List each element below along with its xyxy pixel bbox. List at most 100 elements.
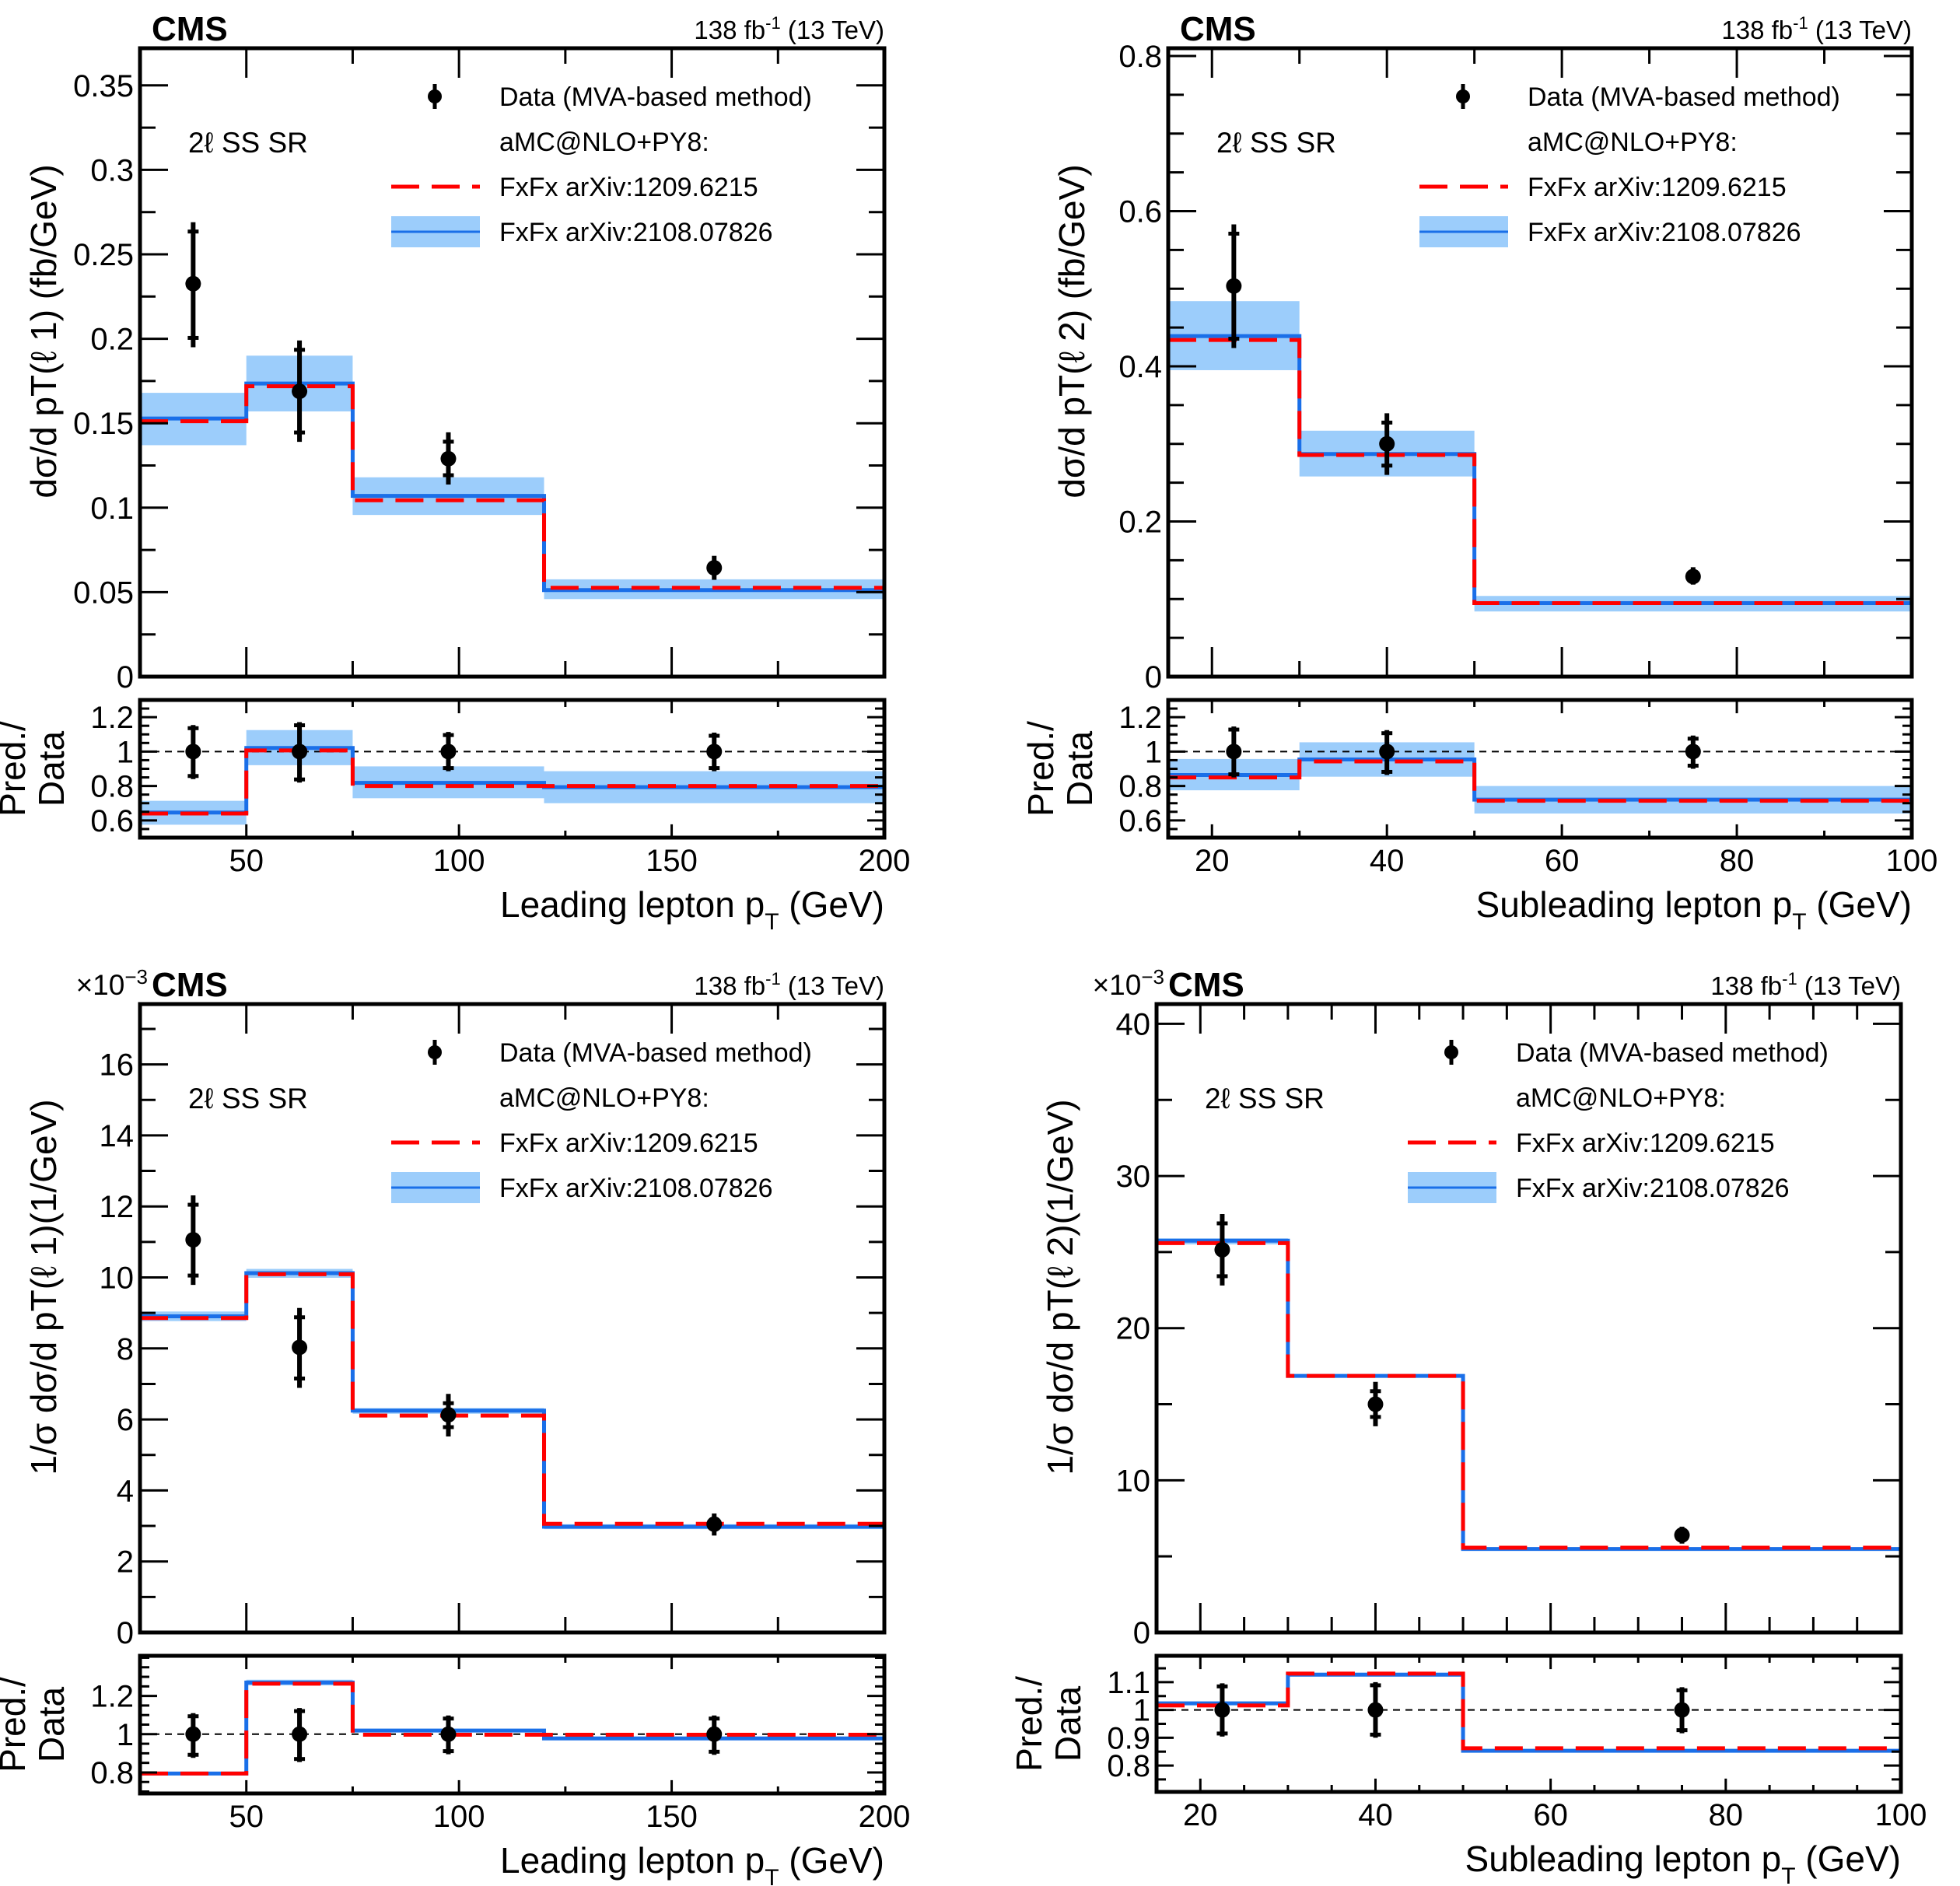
cms-label: CMS	[152, 10, 228, 48]
data-point	[1367, 1396, 1384, 1412]
main-frame	[1166, 46, 1914, 679]
legend-entry: aMC@NLO+PY8:	[1528, 128, 1738, 157]
legend-entry: FxFx arXiv:2108.07826	[391, 1172, 773, 1203]
ratio-data-point	[1379, 744, 1395, 760]
legend-label: FxFx arXiv:2108.07826	[1528, 218, 1801, 247]
legend-entry: FxFx arXiv:2108.07826	[1408, 1172, 1790, 1203]
x-tick-label: 80	[1720, 844, 1755, 878]
ratio-data-point	[706, 744, 723, 760]
legend-label: Data (MVA-based method)	[499, 82, 812, 112]
ratio-red-line	[140, 1681, 884, 1776]
ratio-y-tick-label: 1	[117, 735, 134, 769]
y-exponent-label: ×10−3	[76, 965, 148, 1001]
x-title-unit: (GeV)	[1796, 1839, 1901, 1879]
ratio-data-point	[1214, 1702, 1230, 1718]
main-frame	[138, 46, 887, 679]
ratio-y-tick-label: 1	[1145, 735, 1162, 769]
ratio-y-title-line1: Pred./	[1020, 721, 1061, 817]
x-tick-label: 100	[1875, 1798, 1927, 1832]
ratio-data-point	[440, 744, 457, 760]
data-point	[706, 1516, 723, 1532]
ratio-data-point	[185, 744, 201, 760]
ratio-y-title-line1: Pred./	[1009, 1676, 1049, 1772]
ratio-data-point	[1226, 744, 1242, 760]
x-tick-label: 40	[1358, 1798, 1393, 1832]
legend-entry: FxFx arXiv:1209.6215	[1419, 173, 1787, 202]
x-title-main: Subleading lepton p	[1476, 884, 1793, 925]
data-point	[440, 450, 457, 467]
cms-label: CMS	[152, 966, 228, 1004]
legend-entry: Data (MVA-based method)	[428, 1038, 812, 1068]
y-exponent-label: ×10−3	[1093, 965, 1164, 1001]
legend-entry: aMC@NLO+PY8:	[499, 1083, 709, 1113]
ratio-y-tick-label: 1	[117, 1718, 134, 1752]
ratio-y-title-line2: Data	[1048, 1686, 1088, 1762]
data-point	[1674, 1527, 1690, 1543]
legend-entry: Data (MVA-based method)	[1444, 1038, 1829, 1068]
lumi-unit-power: -1	[1793, 13, 1808, 33]
ratio-y-tick-label: 1.2	[90, 1680, 134, 1714]
data-point	[1214, 1241, 1230, 1258]
legend-label: aMC@NLO+PY8:	[499, 1083, 709, 1113]
luminosity-label: 138 fb-1 (13 TeV)	[1710, 969, 1901, 1000]
ratio-data-point	[292, 744, 308, 760]
main-frame	[1154, 1002, 1903, 1635]
ratio-y-title-line2: Data	[31, 1687, 72, 1763]
lumi-energy: (13 TeV)	[1808, 16, 1912, 44]
red-prediction-line	[1157, 1240, 1901, 1550]
x-title-main: Leading lepton p	[500, 1840, 765, 1881]
y-tick-label: 2	[117, 1545, 134, 1580]
lumi-unit-power: -1	[1782, 969, 1797, 988]
x-tick-label: 100	[433, 1800, 485, 1834]
legend-label: FxFx arXiv:2108.07826	[499, 1174, 773, 1203]
legend-label: aMC@NLO+PY8:	[499, 128, 709, 157]
ratio-plot-area	[1168, 726, 1912, 814]
legend-entry: FxFx arXiv:1209.6215	[391, 1128, 758, 1158]
region-label: 2ℓ SS SR	[188, 127, 308, 159]
blue-prediction-line	[1168, 334, 1912, 606]
luminosity-label: 138 fb-1 (13 TeV)	[694, 969, 884, 1000]
x-axis-title: Leading lepton pT (GeV)	[500, 884, 884, 935]
cms-label: CMS	[1168, 966, 1244, 1004]
x-tick-label: 150	[646, 1800, 698, 1834]
lumi-energy: (13 TeV)	[1797, 971, 1901, 1000]
y-tick-label: 0	[1133, 1616, 1150, 1650]
data-point	[1685, 569, 1701, 585]
region-label: 2ℓ SS SR	[188, 1083, 308, 1114]
legend-entry: FxFx arXiv:2108.07826	[391, 216, 773, 247]
red-prediction-line	[140, 1272, 884, 1526]
legend-label: FxFx arXiv:1209.6215	[1528, 173, 1787, 202]
y-tick-label: 6	[117, 1403, 134, 1437]
y-tick-label: 8	[117, 1332, 134, 1366]
exponent-base: ×10	[1093, 969, 1142, 1001]
exponent-power: −3	[1141, 965, 1164, 988]
ratio-data-point	[1674, 1702, 1690, 1718]
y-tick-label: 0	[117, 1616, 134, 1650]
legend-data-marker	[428, 89, 442, 103]
x-tick-label: 150	[646, 844, 698, 878]
main-frame	[138, 1002, 887, 1635]
red-prediction-line	[140, 384, 884, 590]
x-tick-label: 100	[1886, 844, 1938, 878]
legend-entry: FxFx arXiv:2108.07826	[1419, 216, 1801, 247]
y-tick-label: 0.05	[73, 576, 134, 610]
ratio-red-line	[140, 748, 884, 816]
y-tick-label: 0.6	[1118, 194, 1162, 229]
legend-label: FxFx arXiv:1209.6215	[1516, 1128, 1775, 1158]
luminosity-label: 138 fb-1 (13 TeV)	[1721, 13, 1912, 44]
x-tick-label: 60	[1545, 844, 1580, 878]
ratio-data-point	[1685, 744, 1701, 760]
x-title-unit: (GeV)	[779, 884, 884, 925]
ratio-y-tick-label: 1.2	[90, 701, 134, 735]
x-title-subscript: T	[1792, 909, 1806, 935]
ratio-y-tick-label: 0.9	[1107, 1721, 1150, 1755]
ratio-y-tick-label: 1.1	[1107, 1666, 1150, 1700]
x-title-unit: (GeV)	[1807, 884, 1912, 925]
panel-top-left: 50 100 150 200 0 0.05 0.1 0.15 0.2 0.25 0.3 0.35 0.6…	[0, 10, 910, 935]
region-label: 2ℓ SS SR	[1216, 127, 1336, 159]
legend-entry: Data (MVA-based method)	[428, 82, 812, 112]
main-plot-area	[140, 1195, 884, 1536]
ratio-data-point	[292, 1726, 308, 1742]
data-point	[706, 560, 723, 576]
